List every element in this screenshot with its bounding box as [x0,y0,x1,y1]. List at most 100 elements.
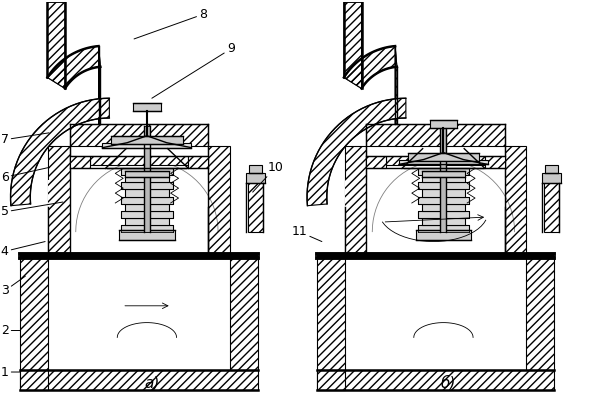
Polygon shape [344,2,362,88]
Text: б): б) [440,375,456,391]
Bar [545,166,558,173]
Text: 2: 2 [1,324,20,337]
Bar [367,155,386,168]
Bar [125,171,169,177]
Text: 7: 7 [1,133,49,146]
Bar [121,168,173,175]
Bar [121,182,173,190]
Bar [48,258,208,370]
Bar [317,370,554,390]
Text: 9: 9 [152,42,235,98]
Bar [246,173,265,183]
Bar [125,190,169,197]
Text: 3: 3 [1,276,25,298]
Bar [103,143,191,148]
Bar [367,124,505,146]
Bar [48,146,70,254]
Polygon shape [11,98,109,206]
Bar [317,256,344,370]
Bar [20,370,48,390]
Bar [418,197,469,204]
Bar [70,155,89,168]
Bar [317,256,344,370]
Bar [48,146,70,254]
Bar [188,155,208,168]
Bar [544,177,559,232]
Bar [230,256,257,370]
Bar [422,175,465,182]
Bar [119,230,175,240]
Bar [526,256,554,370]
Bar [230,256,257,370]
Bar [208,146,230,254]
Bar [70,124,208,146]
Text: 1: 1 [1,365,20,379]
Bar [505,146,526,254]
Bar [20,256,48,370]
Bar [386,155,485,166]
Bar [367,124,505,146]
Bar [20,370,48,390]
Bar [422,204,465,210]
Text: а): а) [144,375,160,390]
Bar [317,370,554,390]
Bar [418,182,469,190]
Bar [399,160,488,164]
Bar [48,180,208,254]
Text: 10: 10 [253,161,283,192]
Bar [125,175,169,182]
Bar [422,190,465,197]
Bar [70,155,89,168]
Bar [422,218,465,225]
Bar [121,225,173,232]
Polygon shape [307,98,406,206]
Bar [20,370,257,390]
Bar [386,155,485,166]
Bar [112,136,182,144]
Bar [208,146,230,254]
Bar [20,256,48,370]
Bar [70,124,208,146]
Polygon shape [98,46,100,124]
Bar [20,370,257,390]
Bar [418,210,469,218]
Bar [440,126,446,232]
Bar [89,155,188,166]
Bar [121,197,173,204]
Polygon shape [344,46,397,88]
Bar [416,230,471,240]
Bar [526,256,554,370]
Text: 6: 6 [1,167,49,184]
Polygon shape [47,2,65,88]
Polygon shape [47,46,100,88]
Bar [344,258,505,370]
Bar [248,177,263,232]
Bar [20,254,257,258]
Bar [188,155,208,168]
Bar [485,155,505,168]
Text: 4: 4 [1,241,45,258]
Bar [344,146,367,254]
Text: 5: 5 [1,202,63,219]
Bar [317,370,344,390]
Bar [422,171,465,177]
Bar [418,168,469,175]
Bar [505,146,526,254]
Bar [121,210,173,218]
Bar [485,155,505,168]
Text: 11: 11 [291,225,322,241]
Bar [317,254,554,258]
Bar [344,180,505,254]
Bar [367,155,386,168]
Bar [430,120,457,128]
Bar [133,103,161,111]
Bar [542,173,561,183]
Bar [144,126,150,232]
Bar [89,155,188,166]
Bar [249,166,262,173]
Bar [317,370,344,390]
Polygon shape [395,46,397,124]
Bar [125,204,169,210]
Bar [544,177,559,232]
Bar [125,218,169,225]
